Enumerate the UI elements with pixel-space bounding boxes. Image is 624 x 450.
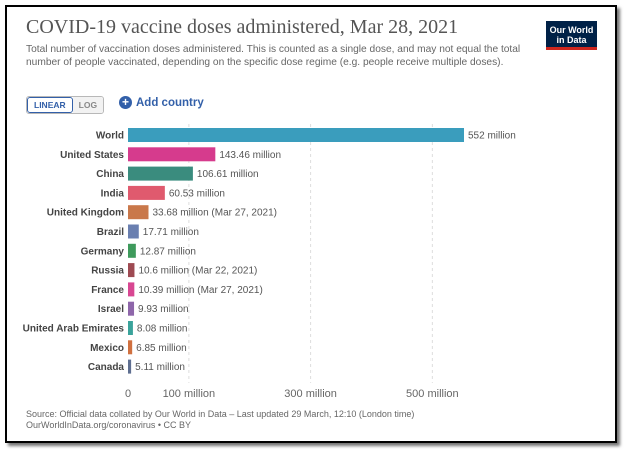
category-label: Mexico: [90, 343, 124, 354]
value-label: 8.08 million: [137, 324, 188, 335]
plus-circle-icon: +: [119, 96, 132, 109]
value-label: 143.46 million: [219, 150, 281, 161]
value-label: 106.61 million: [197, 169, 259, 180]
x-tick-label: 500 million: [406, 388, 459, 400]
category-label: Canada: [88, 362, 125, 373]
value-label: 5.11 million: [135, 362, 185, 373]
bar[interactable]: [128, 243, 136, 258]
x-tick-label: 0: [125, 388, 131, 400]
add-country-label: Add country: [136, 96, 204, 109]
bar[interactable]: [128, 128, 464, 142]
chart-subtitle: Total number of vaccination doses admini…: [26, 44, 521, 68]
value-label: 10.39 million (Mar 27, 2021): [138, 285, 263, 296]
category-label: India: [101, 188, 125, 199]
log-scale-button[interactable]: LOG: [72, 97, 104, 113]
scale-toggle: LINEAR LOG: [26, 96, 105, 114]
category-label: Brazil: [97, 227, 124, 238]
bar[interactable]: [128, 321, 133, 335]
bar[interactable]: [128, 224, 139, 239]
category-label: United Arab Emirates: [23, 324, 125, 335]
bar[interactable]: [128, 263, 135, 278]
category-label: United States: [60, 150, 124, 161]
value-label: 10.6 million (Mar 22, 2021): [138, 266, 257, 277]
value-label: 6.85 million: [136, 343, 187, 354]
category-label: United Kingdom: [47, 208, 124, 219]
value-label: 60.53 million: [169, 188, 225, 199]
linear-scale-button[interactable]: LINEAR: [27, 97, 73, 113]
bar[interactable]: [128, 340, 133, 355]
source-line-1: Source: Official data collated by Our Wo…: [26, 409, 415, 419]
logo-line-1: Our World: [549, 25, 594, 35]
bar[interactable]: [128, 147, 216, 162]
source-note[interactable]: Source: Official data collated by Our Wo…: [26, 409, 466, 431]
logo-accent-bar: [546, 47, 597, 50]
value-label: 12.87 million: [140, 246, 196, 257]
category-label: Israel: [98, 304, 124, 315]
category-label: Germany: [81, 246, 125, 257]
category-label: France: [91, 285, 124, 296]
value-label: 33.68 million (Mar 27, 2021): [153, 208, 278, 219]
value-label: 17.71 million: [143, 227, 199, 238]
bar[interactable]: [128, 205, 149, 220]
value-label: 9.93 million: [138, 304, 189, 315]
bar[interactable]: [128, 166, 193, 181]
category-label: China: [96, 169, 124, 180]
category-label: Russia: [91, 266, 124, 277]
x-tick-label: 100 million: [163, 388, 216, 400]
category-label: World: [96, 131, 124, 142]
bar[interactable]: [128, 282, 135, 297]
chart-title: COVID-19 vaccine doses administered, Mar…: [26, 16, 459, 38]
owid-logo[interactable]: Our World in Data: [546, 21, 597, 50]
source-line-2: OurWorldInData.org/coronavirus • CC BY: [26, 420, 192, 430]
bar[interactable]: [128, 185, 165, 200]
logo-line-2: in Data: [556, 35, 587, 45]
add-country-button[interactable]: + Add country: [119, 96, 204, 109]
bar[interactable]: [128, 301, 135, 316]
bar[interactable]: [128, 359, 132, 374]
value-label: 552 million: [468, 131, 516, 142]
x-tick-label: 300 million: [284, 388, 337, 400]
